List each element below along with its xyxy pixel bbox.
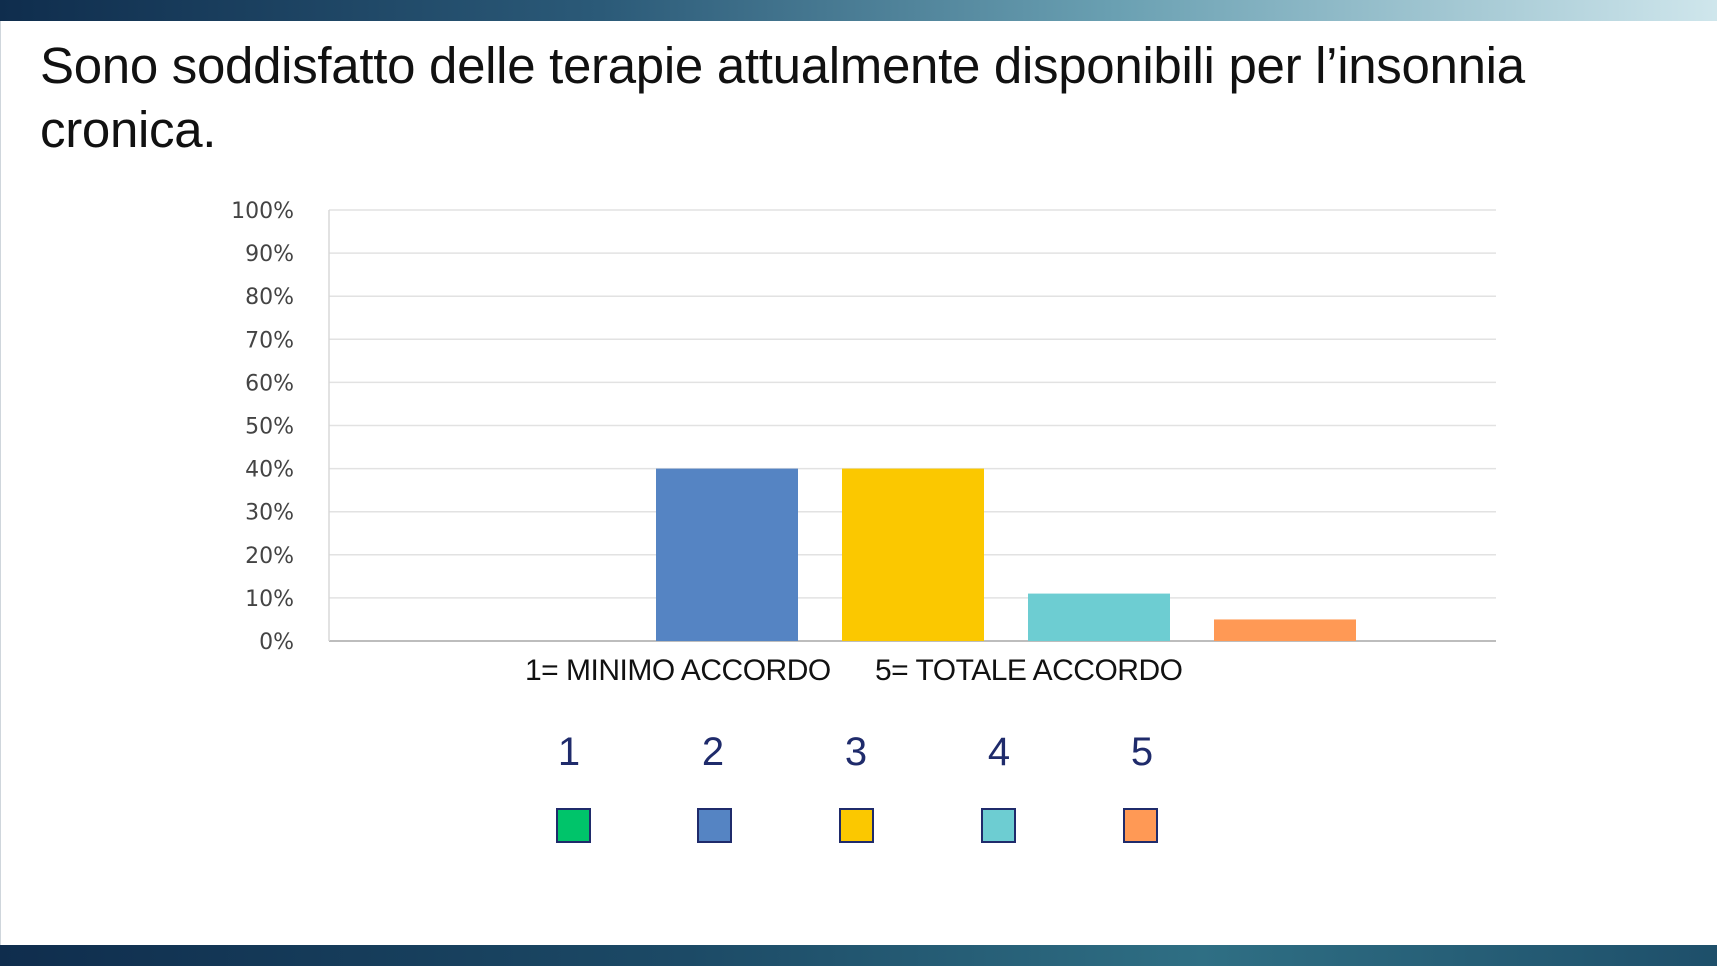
y-tick-label: 30% (245, 501, 294, 526)
bar-4 (1028, 593, 1170, 641)
legend-label-3: 3 (844, 730, 868, 774)
bar-3 (842, 468, 984, 641)
y-tick-label: 80% (245, 285, 294, 310)
y-axis-tick-labels: 0% 10% 20% 30% 40% 50% 60% 70% 80% 90% 100% (231, 199, 294, 655)
y-tick-label: 100% (231, 199, 294, 224)
legend-label-4: 4 (987, 730, 1011, 774)
y-tick-label: 50% (245, 415, 294, 440)
legend-swatch-2 (697, 808, 732, 843)
legend-label-5: 5 (1130, 730, 1154, 774)
y-tick-label: 20% (245, 544, 294, 569)
legend-swatch-3 (839, 808, 874, 843)
bottom-decorative-band (0, 945, 1717, 966)
scale-max-label: 5= TOTALE ACCORDO (875, 654, 1183, 687)
bar-2 (656, 468, 798, 641)
legend-swatch-1 (556, 808, 591, 843)
slide-border (0, 21, 1, 945)
bars (656, 468, 1356, 641)
top-decorative-band (0, 0, 1717, 21)
slide-title: Sono soddisfatto delle terapie attualmen… (40, 37, 1525, 158)
y-tick-label: 90% (245, 242, 294, 267)
y-tick-label: 0% (259, 630, 294, 655)
legend-label-1: 1 (557, 730, 581, 774)
y-tick-label: 40% (245, 458, 294, 483)
legend-swatch-5 (1123, 808, 1158, 843)
legend-label-2: 2 (701, 730, 725, 774)
y-tick-label: 70% (245, 328, 294, 353)
scale-min-label: 1= MINIMO ACCORDO (525, 654, 831, 687)
bar-5 (1214, 619, 1356, 641)
y-tick-label: 60% (245, 371, 294, 396)
legend-swatch-4 (981, 808, 1016, 843)
y-tick-label: 10% (245, 587, 294, 612)
